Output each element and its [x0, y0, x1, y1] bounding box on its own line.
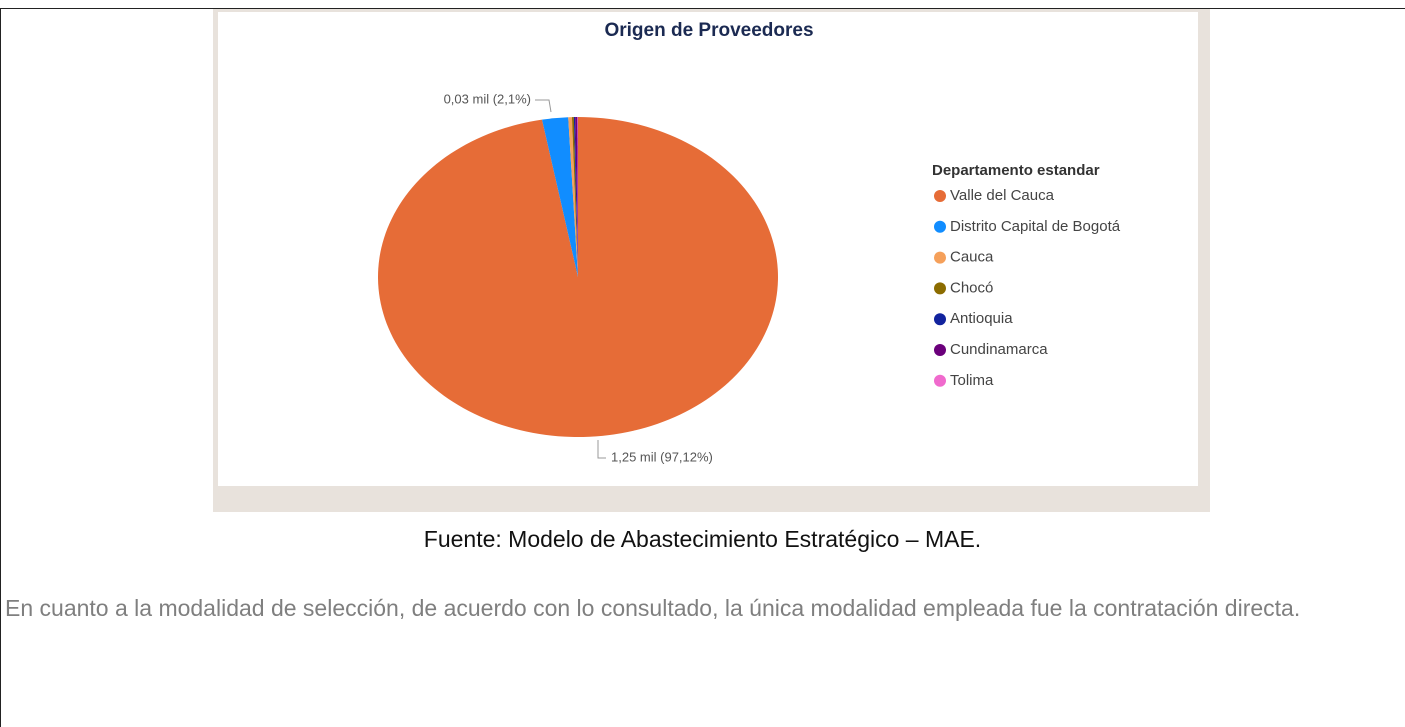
data-label: 0,03 mil (2,1%): [444, 91, 531, 106]
legend-marker: [934, 374, 946, 387]
legend-marker: [934, 344, 946, 356]
legend-marker: [934, 313, 946, 326]
legend-title: Departamento estandar: [932, 162, 1100, 179]
legend-marker: [934, 220, 946, 233]
pie-slice: [575, 117, 578, 277]
paragraph: En cuanto a la modalidad de selección, d…: [5, 595, 1301, 621]
chart-image: Origen de Proveedores Departamento estan…: [213, 9, 1210, 512]
chart: Origen de Proveedores Departamento estan…: [218, 12, 1198, 486]
pie-slice: [573, 117, 578, 277]
legend-marker: [934, 190, 946, 202]
legend-marker: [934, 282, 946, 295]
document-frame: [0, 8, 1405, 727]
caption: Fuente: Modelo de Abastecimiento Estraté…: [423, 526, 982, 552]
leader-line: [535, 99, 552, 113]
legend-label: Cauca: [950, 249, 994, 266]
legend-label: Chocó: [950, 279, 993, 296]
legend-label: Cundinamarca: [950, 341, 1048, 358]
legend-label: Tolima: [950, 372, 994, 389]
pie-slice: [542, 117, 578, 277]
legend-marker: [934, 251, 946, 264]
pie-slice: [568, 117, 578, 278]
data-label: 1,25 mil (97,12%): [611, 449, 713, 464]
pie-slice: [571, 117, 578, 277]
leader-line: [597, 440, 606, 459]
chart-title: Origen de Proveedores: [604, 20, 813, 41]
legend-label: Antioquia: [950, 310, 1013, 327]
legend-label: Valle del Cauca: [950, 187, 1055, 204]
legend-label: Distrito Capital de Bogotá: [950, 218, 1121, 235]
